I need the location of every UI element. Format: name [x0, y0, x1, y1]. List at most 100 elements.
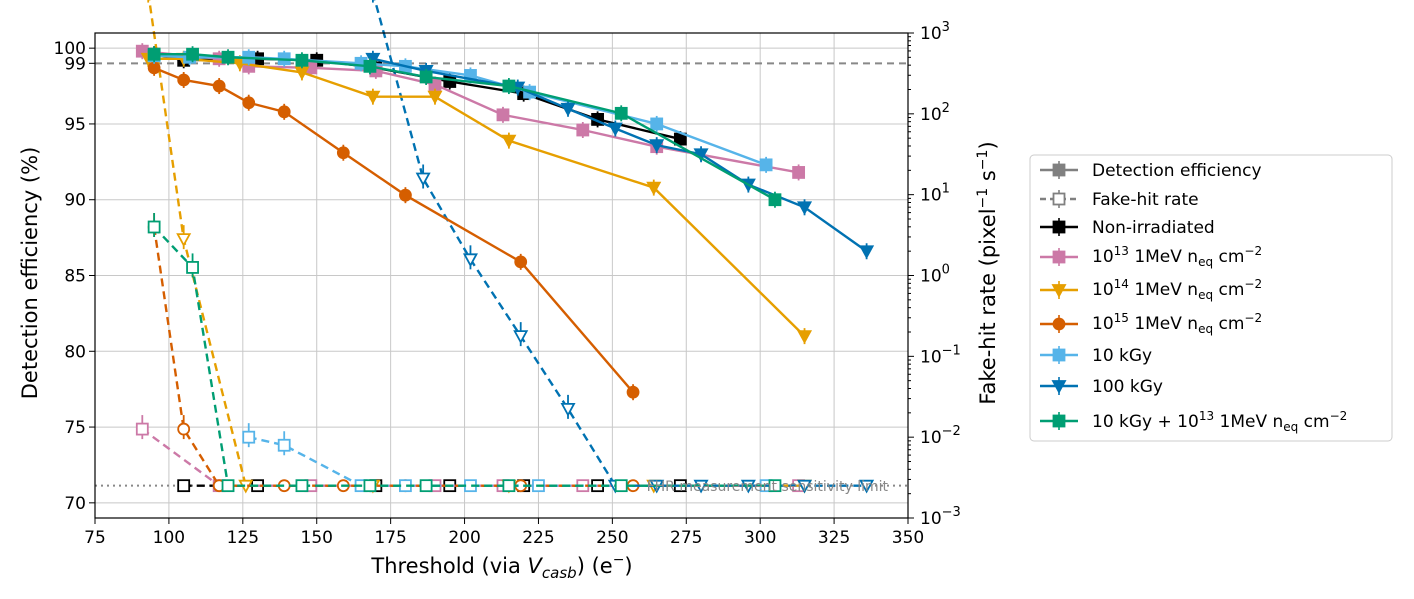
fhr-line-series-5 [373, 0, 867, 487]
fhr-point [177, 479, 191, 493]
y2-tick-label: 102 [920, 101, 950, 125]
efficiency-point [443, 75, 457, 88]
efficiency-line-series-3 [153, 66, 634, 393]
efficiency-point [792, 166, 806, 179]
y2-tick-label: 101 [920, 182, 950, 206]
efficiency-point [626, 385, 640, 399]
efficiency-point [365, 90, 381, 105]
efficiency-point [295, 53, 309, 67]
x-tick-label: 150 [301, 528, 333, 548]
efficiency-point [797, 330, 813, 345]
x-tick-label: 225 [522, 528, 554, 548]
fhr-line-series-3 [152, 226, 634, 487]
efficiency-point [336, 146, 350, 160]
fhr-point [859, 479, 875, 494]
legend-label-combo: 10 kGy + 1013 1MeV neq cm−2 [1092, 409, 1347, 434]
y-tick-label: 75 [64, 418, 86, 438]
efficiency-point [859, 245, 875, 260]
efficiency-point [768, 193, 782, 207]
efficiency-point [147, 61, 161, 75]
legend-label-1e13: 1013 1MeV neq cm−2 [1092, 244, 1262, 269]
efficiency-point [514, 255, 528, 269]
efficiency-point [797, 201, 813, 216]
efficiency-point [242, 96, 256, 110]
x-tick-label: 350 [892, 528, 924, 548]
legend-label-detection-efficiency: Detection efficiency [1092, 161, 1262, 181]
y2-tick-label: 103 [920, 20, 950, 44]
y2-tick-label: 10−2 [920, 424, 961, 448]
legend-label-100kgy: 100 kGy [1092, 377, 1163, 397]
fhr-point [135, 422, 149, 436]
efficiency-point [501, 134, 517, 149]
fhr-point [177, 422, 191, 436]
efficiency-point [607, 122, 623, 137]
efficiency-point [277, 105, 291, 119]
x-tick-label: 175 [374, 528, 406, 548]
legend-marker-3 [1052, 250, 1066, 264]
fhr-point [768, 479, 782, 493]
efficiency-point [576, 123, 590, 137]
legend-frame [1029, 154, 1393, 442]
x-tick-label: 75 [84, 528, 106, 548]
x-tick-label: 300 [744, 528, 776, 548]
fhr-point [363, 479, 377, 493]
x-tick-label: 200 [448, 528, 480, 548]
efficiency-point [419, 70, 433, 84]
plot-area [135, 0, 875, 494]
y-tick-label: 99 [64, 54, 86, 74]
fhr-point [242, 430, 256, 444]
x-tick-label: 250 [596, 528, 628, 548]
y-tick-label: 70 [64, 494, 86, 514]
y-tick-label: 90 [64, 191, 86, 211]
efficiency-point [693, 148, 709, 163]
x-tick-label: 125 [227, 528, 259, 548]
y2-tick-label: 100 [920, 263, 950, 287]
y2-axis-label: Fake-hit rate (pixel−1 s−1) [975, 141, 1000, 404]
efficiency-point [427, 90, 443, 105]
y-tick-label: 100 [54, 39, 86, 59]
fhr-point [186, 261, 199, 274]
legend-marker-8 [1052, 414, 1066, 428]
fhr-point [147, 220, 161, 234]
legend-marker-2 [1052, 220, 1066, 234]
efficiency-point [221, 50, 235, 64]
efficiency-point [399, 188, 412, 202]
legend-marker-5 [1052, 317, 1066, 331]
legend-marker-6 [1052, 348, 1066, 362]
legend: Detection efficiency Fake-hit rate Non-i… [1029, 154, 1393, 442]
y-tick-label: 95 [64, 115, 86, 135]
y2-tick-label: 10−3 [920, 505, 961, 529]
grid [94, 33, 909, 518]
efficiency-point [614, 106, 628, 120]
efficiency-point [363, 59, 377, 73]
efficiency-point [759, 158, 773, 172]
efficiency-point [177, 73, 191, 87]
legend-marker-4 [1051, 284, 1067, 298]
legend-marker-0 [1052, 163, 1066, 177]
fhr-point [277, 438, 291, 452]
x-tick-label: 325 [818, 528, 850, 548]
x-tick-label: 275 [670, 528, 702, 548]
fhr-limit-label: FHR measurement sensitivity limit [647, 479, 889, 495]
efficiency-point [646, 181, 662, 196]
fhr-point [797, 479, 813, 494]
fhr-point [513, 330, 529, 345]
fhr-point [419, 479, 433, 493]
legend-label-fake-hit-rate: Fake-hit rate [1092, 190, 1199, 210]
legend-label-1e14: 1014 1MeV neq cm−2 [1092, 277, 1262, 302]
fhr-line-series-1 [141, 428, 799, 487]
efficiency-point [212, 79, 226, 93]
legend-marker-7 [1051, 380, 1067, 394]
efficiency-point [186, 47, 199, 61]
fhr-point [614, 479, 628, 493]
fhr-point [176, 233, 192, 248]
efficiency-point [650, 117, 664, 131]
efficiency-point [560, 102, 576, 117]
legend-marker-1 [1052, 192, 1066, 206]
legend-label-nonirr: Non-irradiated [1092, 218, 1215, 238]
y2-tick-label: 10−1 [920, 343, 961, 367]
fhr-point [415, 172, 431, 187]
y-tick-label: 85 [64, 267, 86, 287]
efficiency-point [496, 108, 510, 122]
